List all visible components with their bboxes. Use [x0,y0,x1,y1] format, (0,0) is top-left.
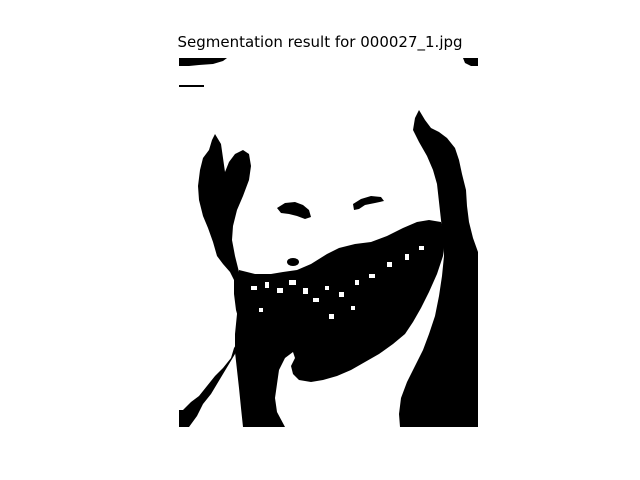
mask-region-top-left-strip [179,58,227,66]
mask-region-top-right-corner [463,58,478,66]
segmentation-mask-image [179,58,478,427]
mask-region-nostril [287,258,299,266]
mask-region-right-eye [353,196,384,210]
mask-edge-fragments [179,268,478,427]
mask-region-short-line [179,85,204,87]
segmentation-mask-drawing [179,58,478,427]
mask-region-lower-face [235,220,445,427]
figure-title: Segmentation result for 000027_1.jpg [177,33,463,51]
mask-highlight-speckles [251,246,424,319]
mask-region-left-hair [179,134,251,427]
mask-region-left-eye [277,202,311,219]
